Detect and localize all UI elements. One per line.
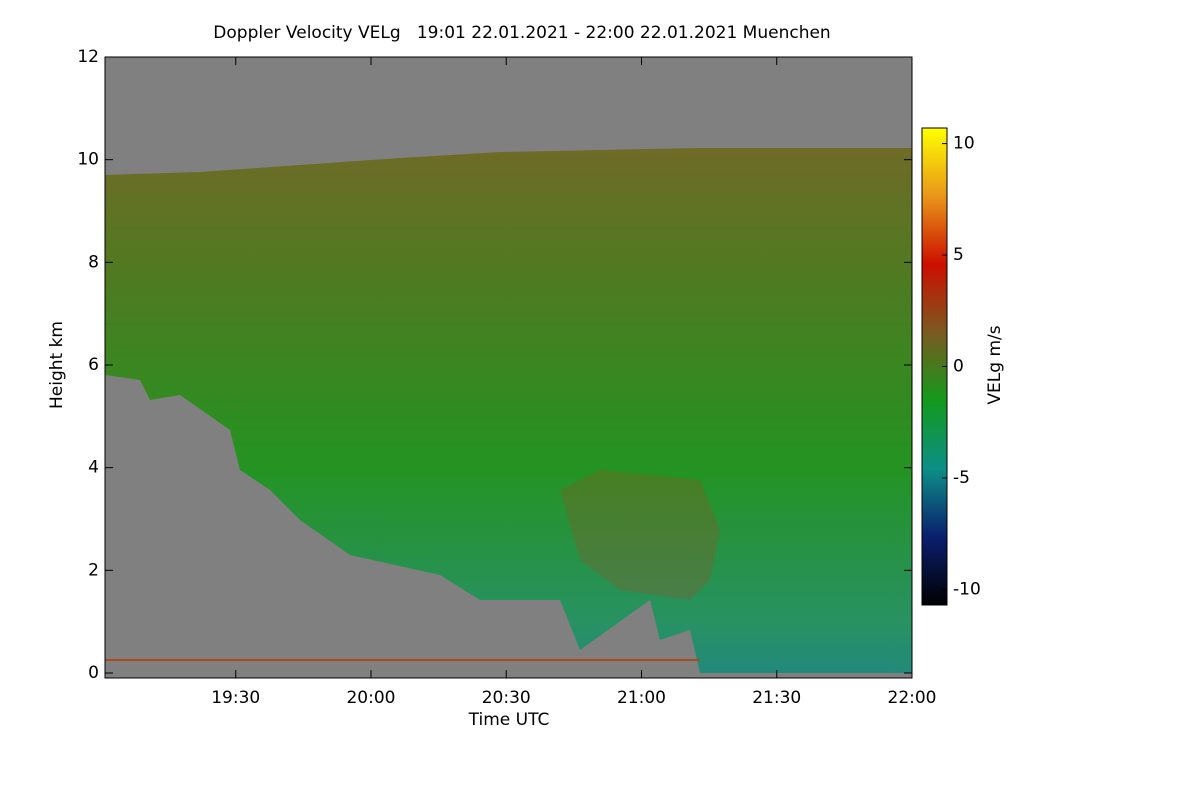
y-tick-label: 2: [88, 560, 99, 580]
chart-title: Doppler Velocity VELg 19:01 22.01.2021 -…: [213, 23, 830, 43]
cloud-field: [560, 470, 720, 600]
x-tick-label: 21:00: [617, 688, 666, 708]
y-tick-label: 8: [88, 252, 99, 272]
colorbar-tick-label: 5: [953, 245, 964, 265]
y-axis-label: Height km: [47, 321, 67, 409]
colorbar-tick-label: 10: [953, 134, 975, 154]
y-tick-label: 10: [77, 150, 99, 170]
cloud-field: [105, 148, 912, 673]
x-tick-label: 22:00: [888, 688, 937, 708]
colorbar-tick-label: 0: [953, 357, 964, 377]
y-tick-label: 4: [88, 458, 99, 478]
plot-frame: [104, 56, 913, 679]
colorbar-label: VELg m/s: [985, 325, 1005, 404]
colorbar-tick-label: -5: [953, 468, 970, 488]
x-tick-label: 21:30: [752, 688, 801, 708]
y-tick-label: 0: [88, 663, 99, 683]
colorbar-tick-label: -10: [953, 579, 981, 599]
x-tick-label: 20:00: [346, 688, 395, 708]
x-axis-label: Time UTC: [468, 710, 550, 730]
x-tick-label: 20:30: [482, 688, 531, 708]
x-tick-label: 19:30: [211, 688, 260, 708]
y-tick-label: 6: [88, 355, 99, 375]
y-tick-label: 12: [77, 47, 99, 67]
